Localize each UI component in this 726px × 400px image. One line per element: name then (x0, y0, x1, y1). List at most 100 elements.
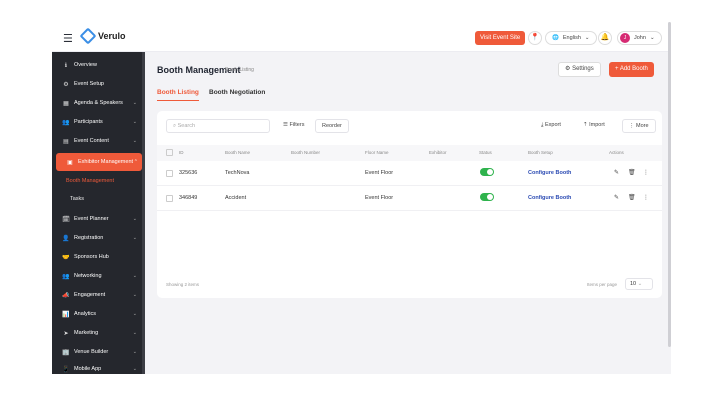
more-vertical-icon[interactable]: ⋮ (643, 170, 649, 176)
sidebar-item-event-planner[interactable]: 🗓 Event Planner ⌄ (52, 210, 145, 228)
search-placeholder: Search (177, 123, 196, 129)
visit-event-site-button[interactable]: Visit Event Site (475, 31, 526, 45)
import-button[interactable]: ⇡ Import (577, 119, 611, 133)
chevron-down-icon: ⌄ (637, 281, 643, 287)
settings-button[interactable]: ⚙ Settings (558, 62, 601, 77)
pin-icon[interactable]: 📍 (528, 31, 542, 45)
chart-icon: 📊 (62, 311, 70, 318)
calendar-icon: ▦ (63, 100, 69, 107)
column-header-booth-number[interactable]: Booth Number (291, 150, 321, 155)
sidebar-item-label: Networking (74, 273, 102, 279)
sidebar-item-registration[interactable]: 👤 Registration ⌄ (52, 229, 145, 247)
trash-icon[interactable]: 🗑 (628, 195, 636, 201)
edit-icon[interactable]: ✎ (614, 170, 620, 176)
sidebar-item-label: Analytics (74, 311, 97, 317)
export-button[interactable]: ⤓ Export (535, 119, 567, 133)
cell-id: 325636 (179, 170, 198, 176)
sidebar-item-participants[interactable]: 👥 Participants ⌄ (52, 113, 145, 131)
per-page-value: 10 (630, 281, 637, 287)
language-select[interactable]: 🌐 English ⌄ (545, 31, 597, 45)
configure-booth-link[interactable]: Configure Booth (528, 195, 572, 201)
bell-icon[interactable]: 🔔 (598, 31, 612, 45)
sidebar-item-event-content[interactable]: ▤ Event Content ⌄ (52, 132, 145, 150)
row-checkbox[interactable] (166, 170, 173, 177)
sidebar-item-marketing[interactable]: ➤ Marketing ⌄ (52, 324, 145, 342)
search-input[interactable]: ⌕ Search (166, 119, 270, 133)
user-menu[interactable]: J John ⌄ (617, 31, 662, 45)
column-header-floor-name[interactable]: Floor Name (365, 150, 389, 155)
configure-booth-link[interactable]: Configure Booth (528, 170, 572, 176)
sidebar-item-networking[interactable]: 👥 Networking ⌄ (52, 267, 145, 285)
sponsor-icon: 🤝 (62, 254, 70, 261)
chevron-down-icon: ⌄ (132, 311, 137, 317)
status-toggle[interactable] (480, 168, 494, 176)
sidebar-subitem-tasks[interactable]: Tasks (52, 190, 145, 208)
filter-icon: ☰ (283, 122, 288, 128)
hamburger-icon[interactable]: ☰ (63, 33, 73, 45)
select-all-checkbox[interactable] (166, 149, 173, 156)
megaphone-icon: 📣 (62, 292, 70, 299)
cell-id: 346849 (179, 195, 198, 201)
column-header-exhibitor[interactable]: Exhibitor (429, 150, 447, 155)
sidebar-item-label: Engagement (74, 292, 106, 298)
items-per-page-label: Items per page (587, 282, 618, 287)
sidebar-scrollbar[interactable] (142, 52, 145, 374)
download-icon: ⤓ (541, 122, 544, 128)
sidebar-item-overview[interactable]: ℹ Overview (52, 56, 145, 74)
people-icon: 👥 (62, 119, 70, 126)
tab-booth-listing[interactable]: Booth Listing (157, 89, 199, 101)
filters-label: Filters (289, 122, 305, 128)
page-scrollbar[interactable] (668, 22, 671, 347)
column-header-actions: Actions (609, 150, 624, 155)
sidebar-item-venue-builder[interactable]: 🏢 Venue Builder ⌄ (52, 343, 145, 361)
column-header-status[interactable]: Status (479, 150, 492, 155)
gear-icon: ⚙ (565, 66, 571, 72)
column-header-booth-name[interactable]: Booth Name (225, 150, 251, 155)
sidebar-item-engagement[interactable]: 📣 Engagement ⌄ (52, 286, 145, 304)
sidebar-item-label: Marketing (74, 330, 99, 336)
cell-floor-name: Event Floor (365, 195, 394, 201)
sidebar-item-label: Tasks (70, 196, 85, 202)
column-header-booth-setup: Booth Setup (528, 150, 553, 155)
trash-icon[interactable]: 🗑 (628, 170, 636, 176)
sidebar-item-sponsors-hub[interactable]: 🤝 Sponsors Hub (52, 248, 145, 266)
logo[interactable]: Verulo (79, 27, 126, 45)
edit-icon[interactable]: ✎ (614, 195, 620, 201)
sidebar-item-agenda[interactable]: ▦ Agenda & Speakers ⌄ (52, 94, 145, 112)
export-label: Export (544, 122, 561, 128)
page-title: Booth Management (157, 65, 241, 75)
row-checkbox[interactable] (166, 195, 173, 202)
reorder-button[interactable]: Reorder (315, 119, 349, 133)
tab-booth-negotiation[interactable]: Booth Negotiation (209, 89, 266, 96)
sidebar-subitem-booth-management[interactable]: Booth Management (52, 172, 145, 190)
sidebar-item-exhibitor-management[interactable]: ▣ Exhibitor Management ⌃ (56, 153, 142, 171)
column-header-id[interactable]: ID (179, 150, 184, 155)
import-label: Import (589, 122, 605, 128)
filters-button[interactable]: ☰ Filters (277, 119, 311, 133)
more-vertical-icon[interactable]: ⋮ (643, 195, 649, 201)
chevron-down-icon: ⌄ (132, 330, 137, 336)
chevron-down-icon: ⌄ (132, 292, 137, 298)
sidebar-item-label: Agenda & Speakers (74, 100, 123, 106)
status-toggle[interactable] (480, 193, 494, 201)
sidebar-item-mobile-app[interactable]: 📱 Mobile App ⌄ (52, 360, 145, 374)
search-icon: ⌕ (173, 123, 177, 129)
logo-icon (79, 27, 97, 45)
items-per-page-select[interactable]: 10 ⌄ (625, 278, 653, 290)
user-name: John (634, 35, 646, 41)
building-icon: 🏢 (62, 349, 70, 356)
sidebar-item-label: Registration (74, 235, 104, 241)
sidebar-item-label: Event Planner (74, 216, 109, 222)
chevron-down-icon: ⌄ (132, 138, 137, 144)
more-button[interactable]: ⋮ More (622, 119, 656, 133)
sidebar-item-label: Event Setup (74, 81, 104, 87)
sidebar: ℹ Overview ⚙ Event Setup ▦ Agenda & Spea… (52, 52, 145, 374)
chevron-down-icon: ⌄ (132, 100, 137, 106)
content-icon: ▤ (63, 138, 69, 145)
add-booth-button[interactable]: + Add Booth (609, 62, 654, 77)
chevron-down-icon: ⌄ (132, 273, 137, 279)
planner-icon: 🗓 (62, 216, 70, 223)
sidebar-item-event-setup[interactable]: ⚙ Event Setup (52, 75, 145, 93)
sidebar-item-analytics[interactable]: 📊 Analytics ⌄ (52, 305, 145, 323)
chevron-down-icon: ⌄ (132, 349, 137, 355)
